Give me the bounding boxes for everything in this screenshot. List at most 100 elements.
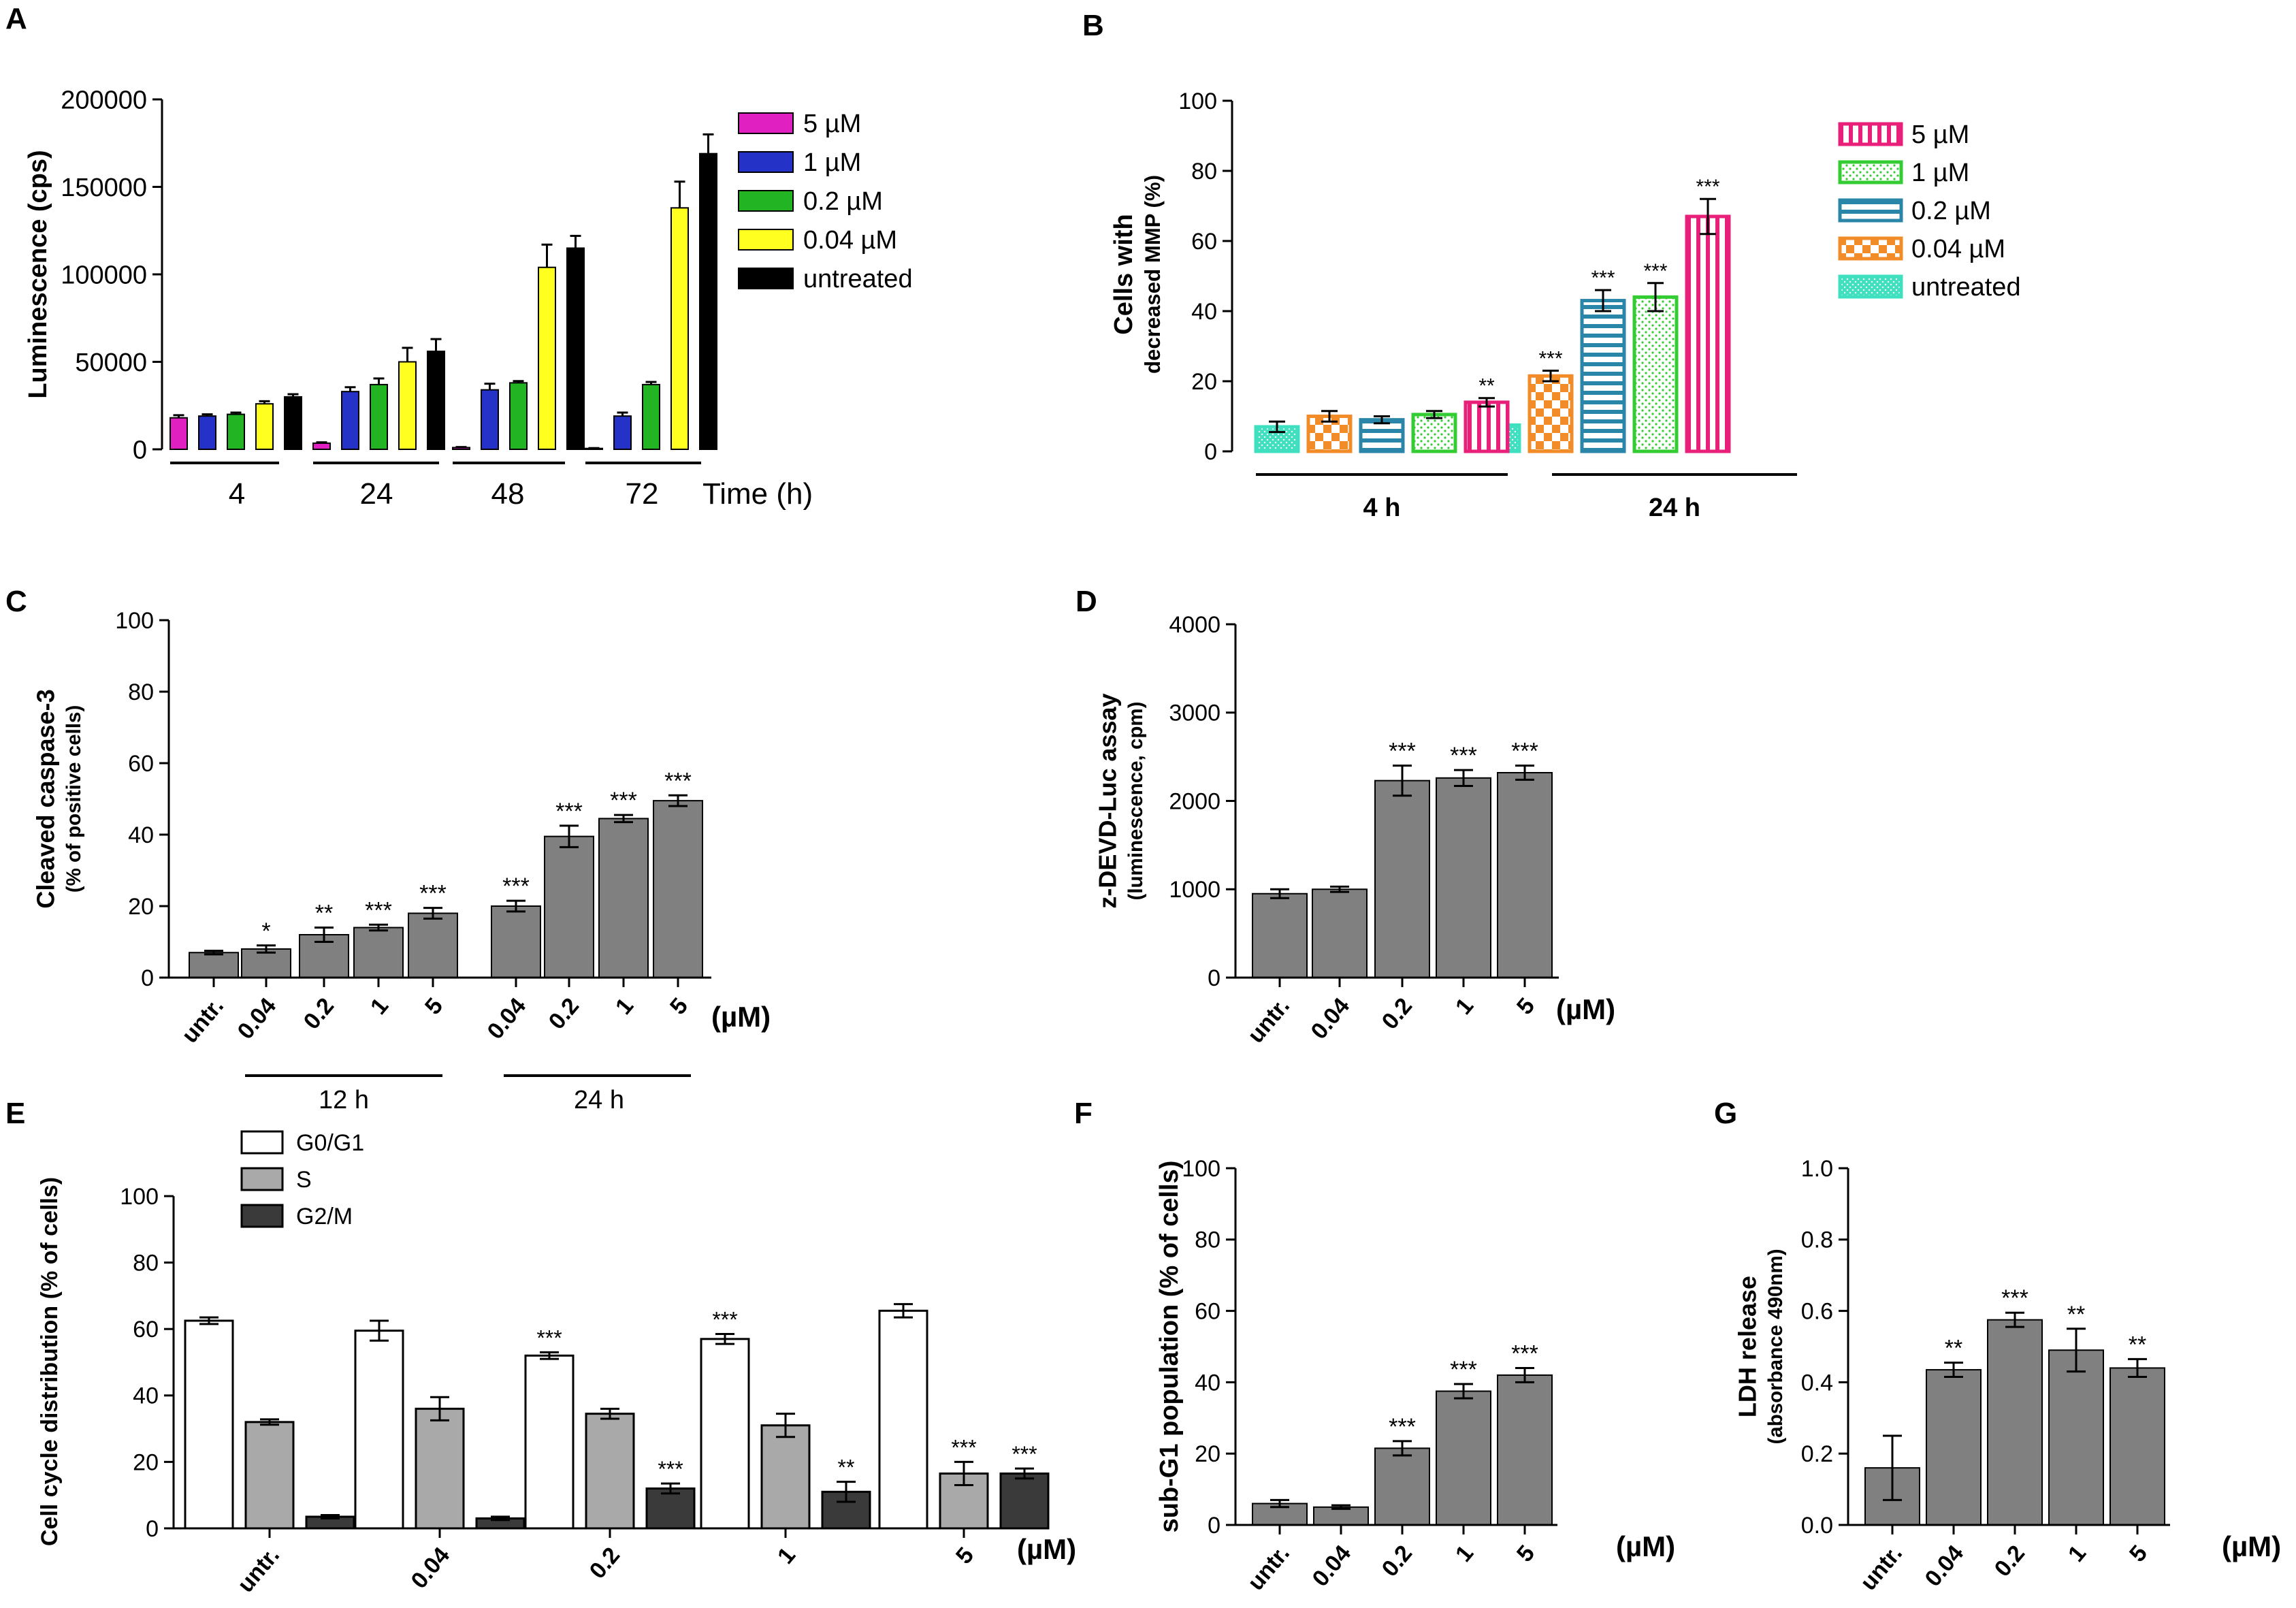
x-category-label: 1 bbox=[1451, 1541, 1478, 1567]
y-tick-label: 60 bbox=[128, 751, 154, 777]
unit-label: (µM) bbox=[711, 1001, 771, 1033]
significance-label: *** bbox=[1511, 739, 1538, 765]
x-category-label: 0.04 bbox=[482, 993, 531, 1044]
y-axis-title: Cell cycle distribution (% of cells) bbox=[37, 1177, 63, 1546]
x-category-label: 1 bbox=[773, 1543, 801, 1569]
unit-label: (µM) bbox=[2222, 1530, 2281, 1562]
legend-label: 0.04 µM bbox=[1911, 235, 2005, 263]
legend-label: 0.04 µM bbox=[803, 226, 897, 255]
y-tick-label: 0.8 bbox=[1801, 1227, 1833, 1253]
significance-label: *** bbox=[1643, 260, 1667, 283]
y-axis-title-line: (% of positive cells) bbox=[63, 705, 85, 893]
panel-letter-f: F bbox=[1074, 1097, 1093, 1130]
y-tick-label: 0 bbox=[133, 436, 147, 464]
y-axis-title-line: Cleaved caspase-3 bbox=[31, 689, 59, 908]
y-tick-label: 80 bbox=[128, 679, 154, 705]
panel-letter-g: G bbox=[1714, 1097, 1737, 1130]
x-category-label: 0.2 bbox=[299, 993, 339, 1035]
bar bbox=[427, 351, 445, 451]
y-tick-label: 0 bbox=[141, 965, 154, 991]
significance-label: ** bbox=[1478, 375, 1495, 398]
legend-swatch bbox=[738, 229, 794, 251]
bar bbox=[481, 389, 499, 450]
bar bbox=[1306, 415, 1353, 453]
y-tick-label: 80 bbox=[1195, 1227, 1220, 1253]
bar bbox=[1685, 214, 1731, 453]
significance-label: *** bbox=[951, 1435, 976, 1460]
significance-label: ** bbox=[1945, 1336, 1962, 1362]
bar bbox=[613, 415, 632, 450]
y-tick-label: 0 bbox=[1208, 965, 1220, 991]
bar bbox=[353, 927, 404, 978]
x-category-label: 5 bbox=[665, 993, 693, 1020]
x-category-label: 5 bbox=[951, 1543, 979, 1569]
x-category-label: untr. bbox=[233, 1543, 285, 1598]
x-category-label: 5 bbox=[1512, 993, 1540, 1020]
bar bbox=[184, 1319, 234, 1530]
group-label: 24 h bbox=[1649, 494, 1700, 522]
bar bbox=[1497, 1374, 1553, 1526]
bar bbox=[189, 952, 239, 978]
panel-letter-d: D bbox=[1076, 585, 1097, 618]
x-category-label: 48 bbox=[491, 477, 525, 511]
x-category-label: 1 bbox=[611, 993, 638, 1020]
significance-label: *** bbox=[1696, 176, 1719, 198]
y-tick-label: 1000 bbox=[1169, 877, 1220, 903]
bar bbox=[1926, 1369, 1982, 1526]
bar bbox=[370, 383, 388, 450]
bar bbox=[2109, 1367, 2165, 1526]
significance-label: *** bbox=[664, 768, 692, 794]
y-axis-title-line: Cells with bbox=[1110, 214, 1138, 334]
bar bbox=[1464, 400, 1510, 453]
bar bbox=[169, 417, 188, 450]
y-tick-label: 20 bbox=[128, 894, 154, 920]
significance-label: *** bbox=[1591, 267, 1615, 289]
legend-label: 1 µM bbox=[1911, 159, 1969, 187]
x-category-label: 0.04 bbox=[406, 1543, 455, 1594]
y-tick-label: 0.4 bbox=[1801, 1370, 1833, 1396]
legend-label: 0.2 µM bbox=[803, 187, 883, 216]
legend-label: 5 µM bbox=[1911, 120, 1969, 149]
significance-label: ** bbox=[2067, 1302, 2085, 1328]
bar bbox=[653, 800, 703, 978]
legend-label: G2/M bbox=[296, 1204, 353, 1229]
significance-label: *** bbox=[536, 1325, 562, 1350]
y-tick-label: 20 bbox=[1191, 369, 1217, 395]
bar bbox=[2048, 1349, 2104, 1526]
y-tick-label: 150000 bbox=[61, 174, 147, 202]
legend-label: 5 µM bbox=[803, 110, 861, 138]
y-tick-label: 100000 bbox=[61, 261, 147, 289]
y-tick-label: 0 bbox=[1204, 439, 1217, 465]
bar bbox=[999, 1472, 1050, 1530]
y-tick-label: 20 bbox=[133, 1449, 159, 1475]
significance-label: *** bbox=[365, 897, 392, 923]
y-tick-label: 0.6 bbox=[1801, 1299, 1833, 1325]
significance-label: ** bbox=[315, 901, 333, 927]
y-axis-title: sub-G1 population (% of cells) bbox=[1155, 1161, 1184, 1533]
significance-label: *** bbox=[712, 1308, 737, 1332]
y-tick-label: 20 bbox=[1195, 1441, 1220, 1467]
legend-swatch bbox=[1838, 198, 1903, 223]
y-tick-label: 60 bbox=[1195, 1299, 1220, 1325]
y-tick-label: 50000 bbox=[75, 349, 147, 377]
chart-panel-d: 0 1000 2000 3000 4000 z-DEVD-Luc assay (lumine… bbox=[1093, 612, 1615, 1048]
y-tick-label: 3000 bbox=[1169, 701, 1220, 726]
x-category-label: untr. bbox=[177, 993, 229, 1048]
bar bbox=[341, 391, 359, 450]
y-tick-label: 0 bbox=[146, 1516, 159, 1542]
y-tick-label: 40 bbox=[128, 822, 154, 848]
bar bbox=[699, 152, 717, 450]
chart-panel-e: 0 20 40 60 80 100 Cell cycle distribution (% o… bbox=[37, 1130, 1076, 1598]
bar bbox=[1252, 893, 1308, 979]
legend-label: S bbox=[296, 1167, 312, 1193]
chart-panel-a: 0 50000 100000 150000 200000 Luminescence (cp… bbox=[24, 86, 913, 511]
y-tick-label: 100 bbox=[1178, 89, 1217, 114]
bar bbox=[1632, 295, 1679, 453]
significance-label: *** bbox=[419, 881, 447, 907]
y-tick-label: 2000 bbox=[1169, 788, 1220, 814]
significance-label: *** bbox=[502, 873, 530, 899]
panel-letter-a: A bbox=[5, 2, 27, 35]
bar bbox=[566, 247, 585, 450]
x-category-label: 0.2 bbox=[544, 993, 584, 1035]
significance-label: ** bbox=[2129, 1332, 2146, 1357]
